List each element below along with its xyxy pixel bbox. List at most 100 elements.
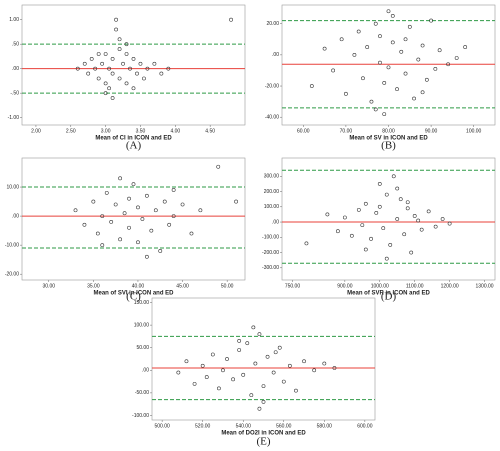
point — [363, 201, 368, 206]
point — [420, 90, 425, 95]
point — [103, 91, 108, 96]
point — [104, 190, 109, 195]
point — [294, 388, 298, 393]
point — [144, 254, 149, 259]
panel: 300.00 200.00 100.00 .00 -100.00 -200.00 -300.… — [262, 157, 496, 303]
point — [103, 81, 108, 86]
y-tick-label: 150.00 — [134, 300, 150, 306]
y-tick-label: 100.00 — [134, 322, 150, 328]
point — [171, 188, 176, 192]
point — [312, 368, 317, 373]
point — [158, 249, 163, 253]
point — [145, 66, 150, 71]
x-tick-label: 520.00 — [195, 423, 211, 429]
point — [249, 393, 254, 398]
point — [335, 229, 340, 234]
point — [390, 14, 395, 18]
point — [349, 233, 354, 238]
y-tick-label: .00 — [142, 368, 149, 374]
x-tick-label: 600.00 — [357, 423, 373, 429]
x-tick-label: 750.00 — [285, 283, 301, 289]
x-tick-label: 90.00 — [425, 128, 438, 134]
point — [210, 352, 215, 357]
point — [107, 86, 112, 91]
y-tick-label: .00 — [272, 52, 279, 58]
point — [107, 66, 112, 71]
point — [117, 47, 122, 51]
point — [395, 87, 399, 92]
point — [429, 18, 434, 23]
x-tick-label: 100.00 — [466, 128, 482, 134]
point — [426, 209, 431, 214]
point — [109, 220, 114, 224]
y-tick-label: -200.00 — [262, 250, 279, 256]
point — [221, 368, 225, 373]
point — [265, 354, 270, 359]
point — [277, 345, 282, 350]
point — [374, 210, 379, 215]
y-tick-label: 20.00 — [266, 21, 279, 27]
x-tick-label: 3.50 — [136, 128, 146, 134]
point — [142, 76, 146, 81]
point — [365, 45, 370, 49]
point — [463, 45, 468, 49]
point — [386, 9, 391, 14]
point — [261, 400, 266, 404]
point — [200, 363, 205, 368]
point — [424, 77, 429, 82]
point — [360, 223, 365, 228]
point — [433, 224, 438, 229]
point — [176, 370, 181, 375]
y-tick-label: -20.00 — [265, 83, 279, 89]
y-tick-label: -100.00 — [262, 235, 279, 241]
point — [110, 71, 115, 76]
y-tick-label: 200.00 — [264, 189, 280, 195]
point — [384, 192, 389, 197]
point — [332, 366, 337, 370]
panel: 20.00 .00 -20.00 -40.00 60.00 70.00 80.00 90.00… — [265, 4, 496, 152]
point — [121, 61, 125, 66]
point — [378, 34, 382, 39]
caption: (B) — [381, 140, 396, 152]
point — [136, 205, 140, 210]
panel: 10.00 .00 -10.00 -20.00 30.00 35.00 40.00 45.00… — [5, 157, 246, 303]
point — [419, 227, 424, 232]
x-tick-label: 500.00 — [154, 423, 170, 429]
point — [342, 215, 347, 220]
panel: 1.00 .50 .00 -.50 -1.00 2.00 2.50 3.00 3.50 4.00 4… — [8, 4, 246, 152]
point — [189, 231, 194, 236]
point — [167, 222, 172, 227]
y-tick-label: 50.00 — [136, 345, 149, 351]
point — [395, 186, 400, 191]
point — [391, 174, 396, 179]
point — [405, 206, 410, 211]
point — [395, 217, 400, 221]
point — [117, 37, 122, 42]
point — [409, 250, 414, 255]
point — [437, 48, 442, 53]
point — [136, 240, 140, 245]
point — [180, 202, 185, 207]
point — [361, 76, 365, 81]
point — [75, 66, 80, 71]
point — [245, 341, 250, 346]
point — [412, 96, 416, 101]
point — [331, 68, 336, 73]
y-tick-label: 10.00 — [6, 184, 19, 190]
point — [304, 241, 309, 246]
x-axis-label: Mean of CI in ICON and ED — [95, 136, 172, 142]
point — [135, 71, 139, 76]
point — [446, 62, 451, 67]
point — [96, 52, 101, 56]
point — [440, 217, 445, 221]
caption: (E) — [256, 436, 270, 448]
point — [159, 71, 164, 76]
point — [122, 211, 127, 216]
x-tick-label: 40.00 — [132, 283, 145, 289]
point — [229, 17, 233, 22]
point — [93, 66, 98, 71]
x-axis-label: Mean of SV in ICON and ED — [349, 136, 428, 142]
point — [339, 37, 344, 42]
point — [234, 199, 238, 204]
point — [416, 57, 421, 62]
